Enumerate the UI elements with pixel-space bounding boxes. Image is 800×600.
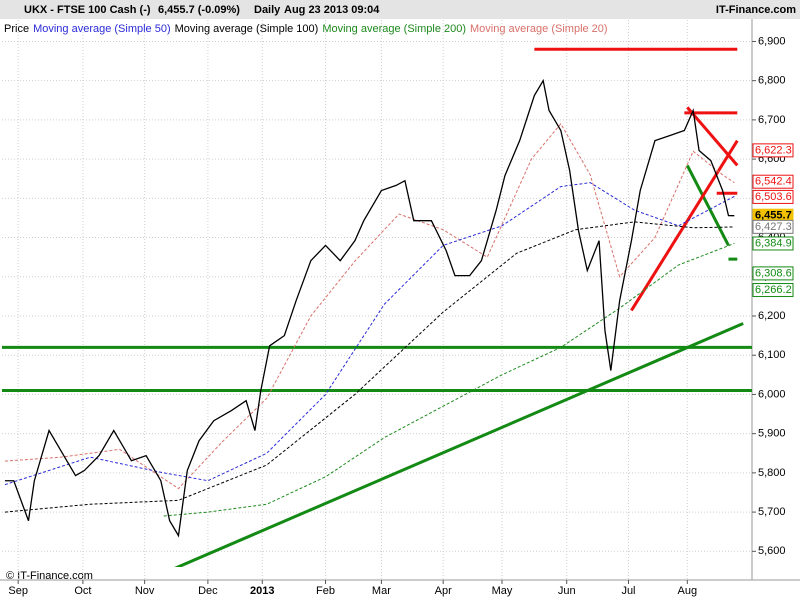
legend-entry: Moving average (Simple 100) bbox=[175, 23, 319, 35]
moving-average-line bbox=[4, 182, 735, 486]
trendline bbox=[685, 164, 730, 247]
legend-entry: Moving average (Simple 20) bbox=[470, 23, 608, 35]
moving-average-line bbox=[163, 242, 735, 517]
x-tick-label: Jul bbox=[621, 585, 635, 597]
level-tag bbox=[752, 219, 794, 234]
trendline bbox=[630, 139, 739, 312]
level-tag bbox=[752, 266, 794, 281]
timestamp: Aug 23 2013 09:04 bbox=[284, 4, 380, 16]
y-tick-label: 5,600 bbox=[758, 545, 786, 557]
interval: Daily bbox=[254, 4, 281, 16]
x-tick-label: Jun bbox=[558, 585, 576, 597]
x-tick-label: Apr bbox=[435, 585, 452, 597]
y-tick-label: 6,100 bbox=[758, 349, 786, 361]
level-tag-label: 6,308.6 bbox=[755, 267, 792, 279]
moving-average-line bbox=[4, 122, 735, 490]
legend-entry: Moving average (Simple 200) bbox=[322, 23, 466, 35]
x-tick-label: Dec bbox=[198, 585, 218, 597]
x-tick-label: 2013 bbox=[250, 585, 274, 597]
legend-entry: Moving average (Simple 50) bbox=[33, 23, 171, 35]
source: IT-Finance.com bbox=[716, 4, 796, 16]
level-tag bbox=[752, 283, 794, 298]
level-tag bbox=[752, 143, 794, 158]
watermark: © IT-Finance.com bbox=[6, 570, 93, 582]
y-tick-label: 6,800 bbox=[758, 75, 786, 87]
x-tick-label: Nov bbox=[135, 585, 155, 597]
level-tag-label: 6,427.3 bbox=[755, 221, 792, 233]
level-tag-label: 6,266.2 bbox=[755, 284, 792, 296]
price-text: 6,455.7 (-0.09%) bbox=[158, 4, 240, 16]
level-tag bbox=[752, 189, 794, 204]
y-tick-label: 5,900 bbox=[758, 428, 786, 440]
price-line bbox=[4, 78, 735, 538]
header-bar bbox=[0, 0, 800, 19]
x-tick-label: Sep bbox=[8, 585, 28, 597]
y-tick-label: 6,200 bbox=[758, 310, 786, 322]
y-tick-label: 5,700 bbox=[758, 506, 786, 518]
trendline bbox=[174, 322, 744, 567]
level-tag-label: 6,622.3 bbox=[755, 144, 792, 156]
x-tick-label: May bbox=[492, 585, 513, 597]
legend-entry: Price bbox=[4, 23, 29, 35]
trendline bbox=[686, 106, 739, 167]
level-tag-label: 6,503.6 bbox=[755, 191, 792, 203]
chart-title: UKX - FTSE 100 Cash (-) bbox=[24, 4, 151, 16]
level-tag-label: 6,542.4 bbox=[755, 176, 792, 188]
x-tick-label: Oct bbox=[74, 585, 91, 597]
level-tag bbox=[752, 174, 794, 189]
x-tick-label: Mar bbox=[372, 585, 391, 597]
y-tick-label: 6,000 bbox=[758, 388, 786, 400]
y-tick-label: 5,800 bbox=[758, 467, 786, 479]
x-tick-label: Aug bbox=[678, 585, 698, 597]
level-tag-label: 6,384.9 bbox=[755, 237, 792, 249]
level-tag bbox=[752, 236, 794, 251]
moving-average-line bbox=[4, 221, 735, 513]
x-tick-label: Feb bbox=[316, 585, 335, 597]
y-tick-label: 6,700 bbox=[758, 114, 786, 126]
y-tick-label: 6,900 bbox=[758, 35, 786, 47]
level-tag-label: 6,455.7 bbox=[755, 210, 792, 222]
